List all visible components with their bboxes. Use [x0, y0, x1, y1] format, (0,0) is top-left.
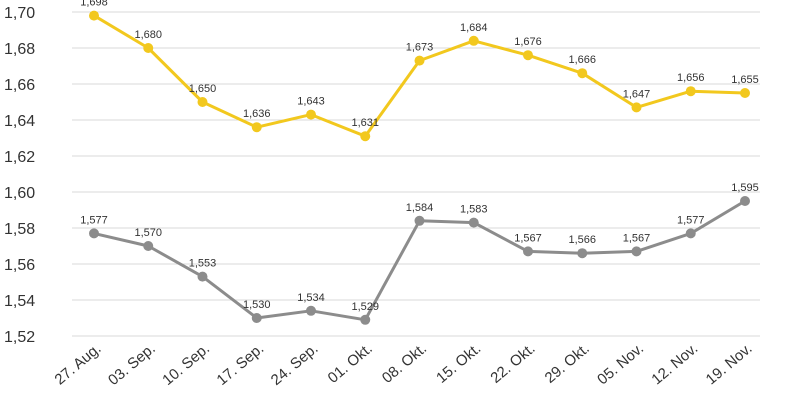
y-tick-label: 1,58 [4, 221, 35, 238]
y-tick-label: 1,56 [4, 257, 35, 274]
data-label: 1,553 [189, 258, 217, 270]
data-label: 1,566 [568, 234, 596, 246]
data-label: 1,567 [514, 232, 542, 244]
data-label: 1,656 [677, 72, 705, 84]
data-label: 1,570 [134, 227, 162, 239]
y-tick-label: 1,52 [4, 329, 35, 346]
y-tick-label: 1,60 [4, 185, 35, 202]
data-point [740, 196, 750, 206]
y-tick-label: 1,62 [4, 149, 35, 166]
y-tick-label: 1,54 [4, 293, 35, 310]
data-point [414, 215, 425, 226]
data-point [468, 35, 479, 46]
x-tick-label: 22. Okt. [487, 340, 538, 387]
x-tick-label: 15. Okt. [433, 340, 484, 387]
series-2: 1,577 1,570 1,553 1,530 1,534 1,529 1,584 1,583… [80, 182, 759, 325]
data-point [197, 271, 208, 282]
data-label: 1,643 [297, 96, 325, 108]
data-point [523, 246, 533, 257]
data-point [631, 246, 642, 257]
data-point [360, 131, 371, 142]
data-point [468, 217, 479, 228]
data-label: 1,636 [243, 108, 271, 120]
data-point [251, 313, 262, 323]
data-point [523, 50, 533, 61]
data-label: 1,534 [297, 292, 325, 304]
x-tick-label: 12. Nov. [648, 340, 701, 388]
x-tick-label: 17. Sep. [214, 340, 268, 389]
data-label: 1,680 [134, 29, 162, 41]
data-point [685, 86, 696, 97]
x-tick-label: 05. Nov. [594, 340, 647, 388]
y-axis-ticks: 1,70 1,68 1,66 1,64 1,62 1,60 1,58 1,56 1,54 1,52 [4, 5, 35, 346]
data-point [251, 122, 262, 133]
x-tick-label: 03. Sep. [105, 340, 159, 389]
data-point [740, 88, 750, 98]
data-label: 1,529 [351, 301, 379, 313]
data-point [143, 241, 154, 251]
data-label: 1,583 [460, 204, 488, 216]
data-point [306, 109, 316, 120]
data-point [89, 10, 99, 21]
x-tick-label: 10. Sep. [159, 340, 213, 389]
data-label: 1,666 [568, 54, 596, 66]
data-label: 1,698 [80, 0, 108, 9]
series-1: 1,698 1,680 1,650 1,636 1,643 1,631 1,673 1,684… [80, 0, 759, 142]
x-tick-label: 01. Okt. [325, 340, 376, 387]
data-label: 1,567 [623, 232, 651, 244]
data-point [143, 43, 154, 53]
x-axis-ticks: 27. Aug. 03. Sep. 10. Sep. 17. Sep. 24. Sep.… [51, 340, 755, 389]
data-point [577, 68, 588, 79]
data-label: 1,647 [623, 88, 651, 100]
data-label: 1,673 [406, 42, 434, 54]
x-tick-label: 27. Aug. [51, 340, 104, 388]
data-point [89, 228, 99, 239]
data-label: 1,684 [460, 22, 488, 34]
data-label: 1,584 [406, 202, 434, 214]
x-tick-label: 24. Sep. [268, 340, 322, 389]
series-line [92, 14, 747, 138]
data-point [631, 102, 642, 113]
data-point [685, 228, 696, 239]
data-label: 1,530 [243, 299, 271, 311]
data-label: 1,650 [189, 83, 217, 95]
data-point [306, 305, 316, 316]
data-label: 1,655 [731, 74, 759, 86]
x-tick-label: 08. Okt. [379, 340, 430, 387]
data-label: 1,595 [731, 182, 759, 194]
data-label: 1,577 [677, 214, 705, 226]
y-tick-label: 1,66 [4, 77, 35, 94]
x-tick-label: 29. Okt. [542, 340, 593, 387]
data-label: 1,676 [514, 36, 542, 48]
y-tick-label: 1,64 [4, 113, 35, 130]
data-point [197, 97, 208, 107]
gridlines [72, 11, 760, 337]
y-tick-label: 1,70 [4, 5, 35, 22]
data-point [577, 248, 588, 259]
y-tick-label: 1,68 [4, 41, 35, 58]
data-label: 1,577 [80, 214, 108, 226]
x-tick-label: 19. Nov. [703, 340, 756, 388]
data-label: 1,631 [351, 117, 379, 129]
data-point [414, 55, 425, 66]
series-group: 1,698 1,680 1,650 1,636 1,643 1,631 1,673 1,684… [80, 0, 759, 325]
data-point [360, 314, 371, 325]
